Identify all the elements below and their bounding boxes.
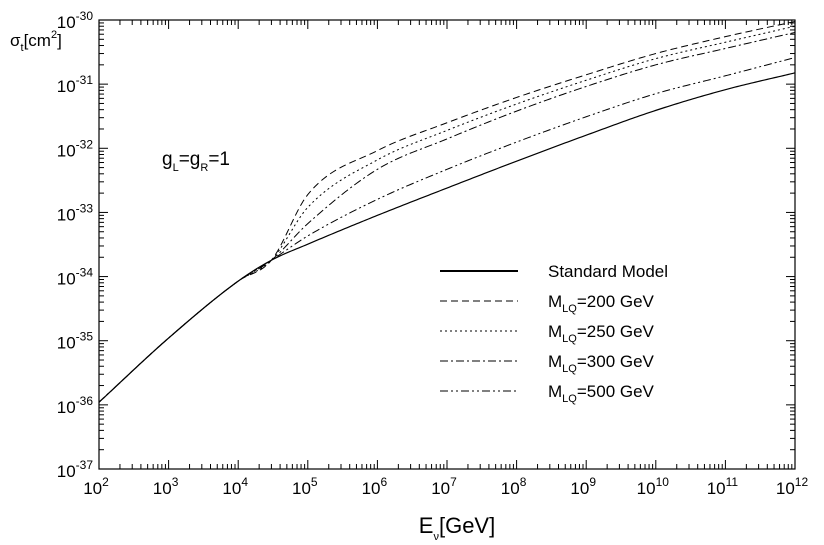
plot-frame	[98, 19, 796, 470]
y-axis-title-mid: [cm	[24, 31, 51, 50]
x-axis-title: Eν[GeV]	[419, 513, 495, 543]
legend: Standard Model MLQ=200 GeV MLQ=250 GeV MLQ=…	[440, 262, 668, 405]
ticks	[98, 19, 796, 470]
legend-label-2: MLQ=250 GeV	[548, 322, 655, 345]
x-tick-label: 103	[153, 475, 179, 498]
y-tick-label: 10-31	[57, 73, 94, 96]
series-line-4	[98, 57, 796, 403]
y-axis-title: σt[cm2]	[10, 29, 62, 54]
annotation-g1: g	[162, 149, 173, 170]
y-axis-title-rest: ]	[57, 31, 62, 50]
y-tick-label: 10-33	[57, 201, 94, 224]
x-tick-label: 107	[431, 475, 457, 498]
curves	[98, 20, 796, 403]
x-axis-title-sub: ν	[433, 531, 439, 543]
y-axis-title-sub: t	[21, 42, 24, 54]
y-tick-label: 10-36	[57, 394, 94, 417]
legend-label-3: MLQ=300 GeV	[548, 352, 655, 375]
x-tick-label: 1012	[776, 475, 809, 498]
x-tick-label: 106	[362, 475, 388, 498]
x-tick-label: 108	[501, 475, 527, 498]
y-tick-label: 10-30	[57, 9, 94, 32]
x-tick-label: 109	[570, 475, 596, 498]
legend-label-4: MLQ=500 GeV	[548, 382, 655, 405]
y-tick-label: 10-35	[57, 330, 94, 353]
x-tick-label: 1010	[637, 475, 670, 498]
y-axis-title-main: σ	[10, 31, 21, 50]
legend-label-1: MLQ=200 GeV	[548, 292, 655, 315]
annotation-sub1: L	[173, 162, 179, 174]
series-line-1	[98, 20, 796, 403]
series-line-2	[98, 25, 796, 403]
y-axis-title-sup: 2	[51, 29, 57, 41]
x-tick-label: 105	[292, 475, 318, 498]
y-tick-label: 10-37	[57, 458, 94, 481]
x-tick-label: 104	[222, 475, 248, 498]
tick-labels: 102 103 104 105 106 107 108 109 1010 1011 1012 10-3…	[57, 9, 809, 498]
annotation-rest: =1	[208, 149, 230, 170]
annotation-sub2: R	[200, 162, 208, 174]
annotation-eq: =g	[179, 149, 201, 170]
x-tick-label: 1011	[707, 475, 739, 498]
x-axis-title-rest: [GeV]	[439, 513, 495, 538]
legend-label-0: Standard Model	[548, 262, 668, 281]
y-tick-label: 10-32	[57, 137, 94, 160]
coupling-annotation: gL=gR=1	[162, 149, 230, 174]
x-axis-title-main: E	[419, 513, 434, 538]
y-tick-label: 10-34	[57, 266, 94, 289]
x-tick-label: 102	[83, 475, 109, 498]
series-line-3	[98, 31, 796, 403]
